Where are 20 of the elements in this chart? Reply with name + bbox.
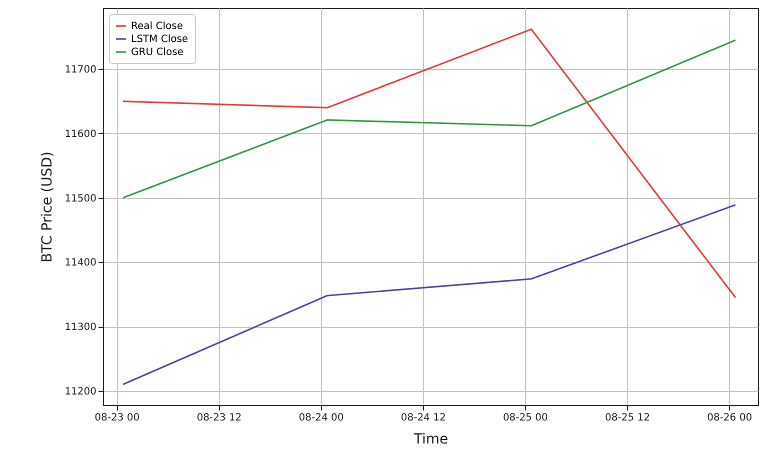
legend-label: LSTM Close [131,34,188,45]
x-tick-label: 08-25 12 [605,412,650,424]
line-series [122,204,736,386]
x-tick-label: 08-26 00 [707,412,752,424]
x-tick-label: 08-24 12 [400,412,446,424]
x-axis-title: Time [412,432,448,448]
x-tick-label: 08-23 00 [94,412,140,424]
y-axis-title: BTC Price (USD) [40,151,56,263]
y-tick-label: 11200 [64,386,96,398]
y-tick-label: 11300 [64,322,96,333]
y-tick-label: 11400 [64,258,96,269]
legend-label: GRU Close [131,47,184,58]
y-tick-label: 11500 [64,193,96,204]
x-tick-label: 08-25 00 [502,412,548,424]
line-series [122,28,736,298]
x-tick-label: 08-24 00 [298,412,344,424]
y-tick-label: 11700 [64,64,96,76]
x-tick-label: 08-23 12 [196,412,242,424]
y-tick-label: 11600 [64,128,96,140]
legend-label: Real Close [131,21,183,32]
